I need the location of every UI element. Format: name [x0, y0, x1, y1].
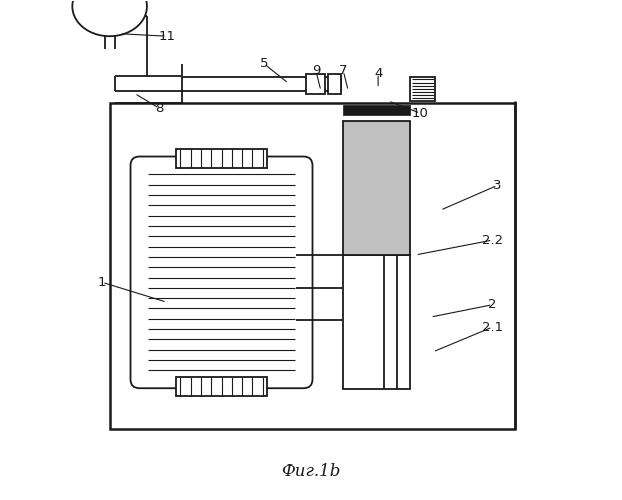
Text: 7: 7 — [339, 64, 348, 78]
Bar — [328, 74, 341, 94]
Text: 5: 5 — [259, 57, 268, 70]
Text: 11: 11 — [159, 30, 175, 43]
Polygon shape — [72, 0, 147, 36]
FancyBboxPatch shape — [131, 156, 312, 388]
Text: 2.1: 2.1 — [482, 320, 503, 334]
Text: 3: 3 — [493, 179, 502, 192]
Text: 8: 8 — [155, 102, 164, 115]
Bar — [306, 74, 325, 94]
Text: 9: 9 — [312, 64, 320, 78]
Bar — [411, 77, 435, 101]
Bar — [343, 105, 411, 115]
Bar — [177, 149, 267, 168]
Text: Фиг.1b: Фиг.1b — [281, 463, 341, 480]
Bar — [343, 120, 411, 255]
Text: 2.2: 2.2 — [482, 234, 503, 246]
Bar — [109, 104, 515, 429]
Text: 2: 2 — [488, 298, 497, 311]
Bar — [182, 77, 341, 91]
Text: 1: 1 — [98, 276, 106, 289]
Bar — [343, 255, 411, 389]
Text: 10: 10 — [412, 107, 429, 120]
Text: 4: 4 — [374, 67, 383, 80]
Bar — [177, 377, 267, 396]
